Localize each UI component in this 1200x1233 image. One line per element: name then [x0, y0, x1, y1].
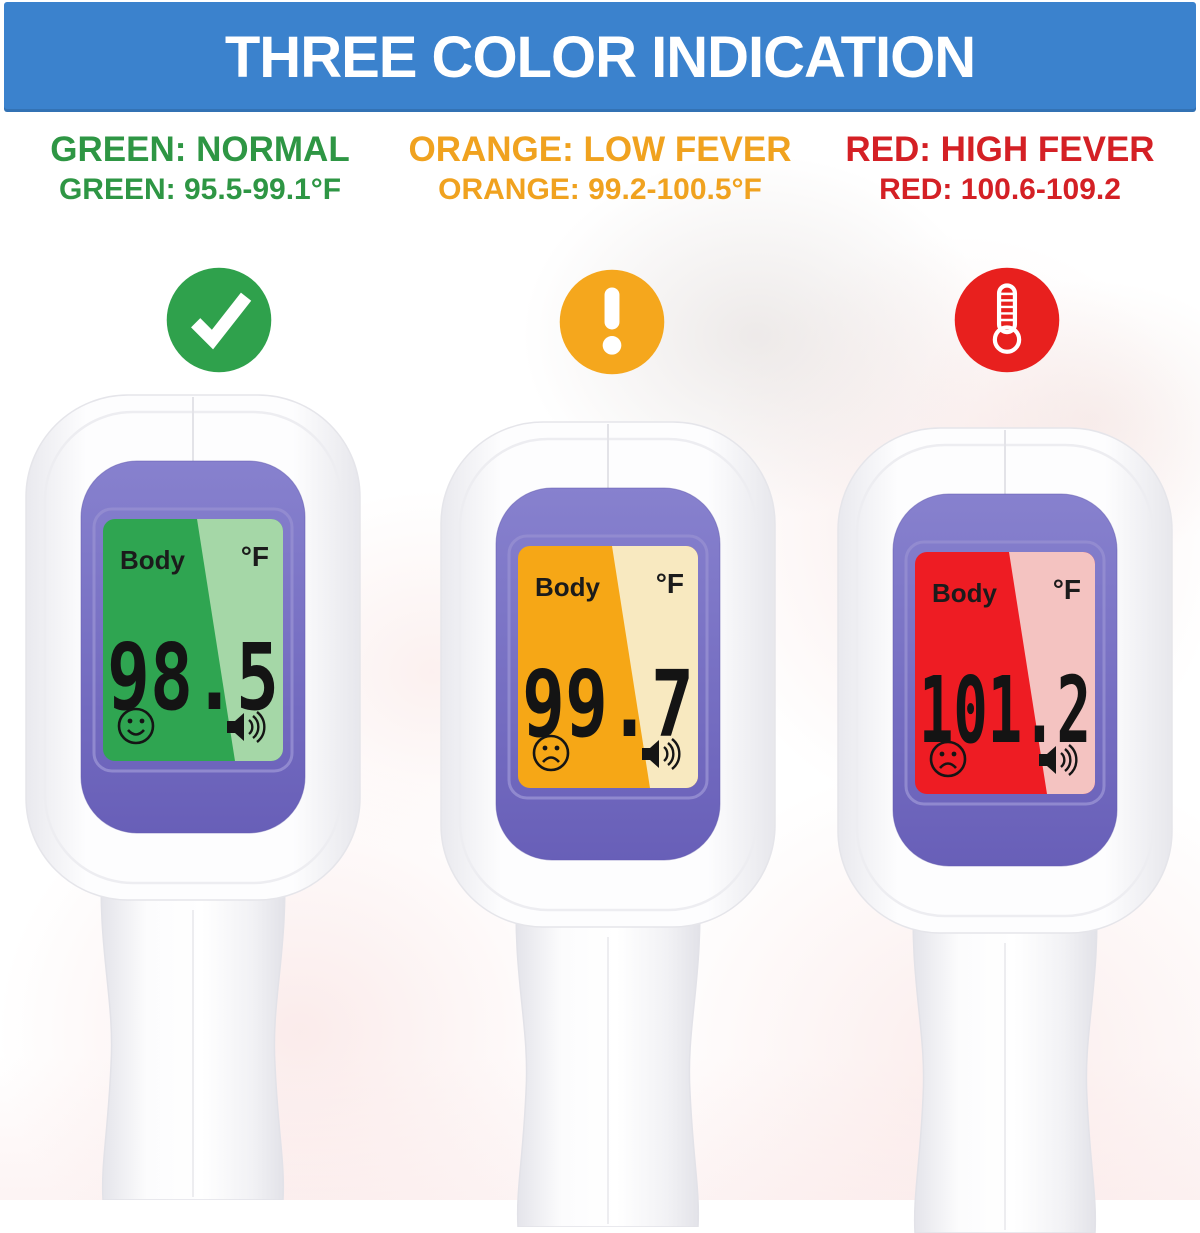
- header-banner: THREE COLOR INDICATION: [4, 2, 1196, 112]
- high-fever-badge: [954, 267, 1060, 373]
- lcd-glare: [197, 519, 283, 761]
- thermometer-icon: [992, 283, 1022, 354]
- lcd-body-label: Body: [120, 545, 186, 575]
- column-header-red: RED: HIGH FEVER RED: 100.6-109.2: [800, 130, 1200, 208]
- lcd-glare: [1009, 552, 1095, 794]
- page-title: THREE COLOR INDICATION: [224, 24, 976, 90]
- red-title: RED: HIGH FEVER: [845, 130, 1155, 169]
- thermometer-body: [24, 393, 362, 1200]
- lcd-glare: [612, 546, 698, 788]
- lcd-unit-label: °F: [1053, 574, 1081, 605]
- thermometer-body: [836, 426, 1174, 1233]
- green-title: GREEN: NORMAL: [50, 130, 350, 169]
- normal-badge: [166, 267, 272, 373]
- orange-range: ORANGE: 99.2-100.5°F: [438, 173, 762, 207]
- badge-circle-green: [166, 267, 272, 373]
- lcd-unit-label: °F: [656, 568, 684, 599]
- red-range: RED: 100.6-109.2: [879, 173, 1121, 207]
- check-icon: [191, 292, 252, 350]
- lcd-temperature-value: 101.2: [919, 657, 1091, 764]
- low-fever-badge: [559, 269, 665, 375]
- thermometer-body: [439, 420, 777, 1227]
- lcd-unit-label: °F: [241, 541, 269, 572]
- thermometer-orange: Body °F 99.7: [439, 420, 777, 1227]
- lcd-temperature-value: 98.5: [107, 624, 279, 731]
- orange-title: ORANGE: LOW FEVER: [408, 130, 792, 169]
- thermometer-green: Body °F 98.5: [24, 393, 362, 1200]
- lcd-body-label: Body: [932, 578, 998, 608]
- exclamation-icon: [602, 287, 622, 355]
- column-header-orange: ORANGE: LOW FEVER ORANGE: 99.2-100.5°F: [400, 130, 800, 208]
- column-header-green: GREEN: NORMAL GREEN: 95.5-99.1°F: [0, 130, 400, 208]
- lcd-body-label: Body: [535, 572, 601, 602]
- green-range: GREEN: 95.5-99.1°F: [58, 173, 342, 207]
- lcd-temperature-value: 99.7: [522, 651, 694, 758]
- thermometer-red: Body °F 101.2: [836, 426, 1174, 1233]
